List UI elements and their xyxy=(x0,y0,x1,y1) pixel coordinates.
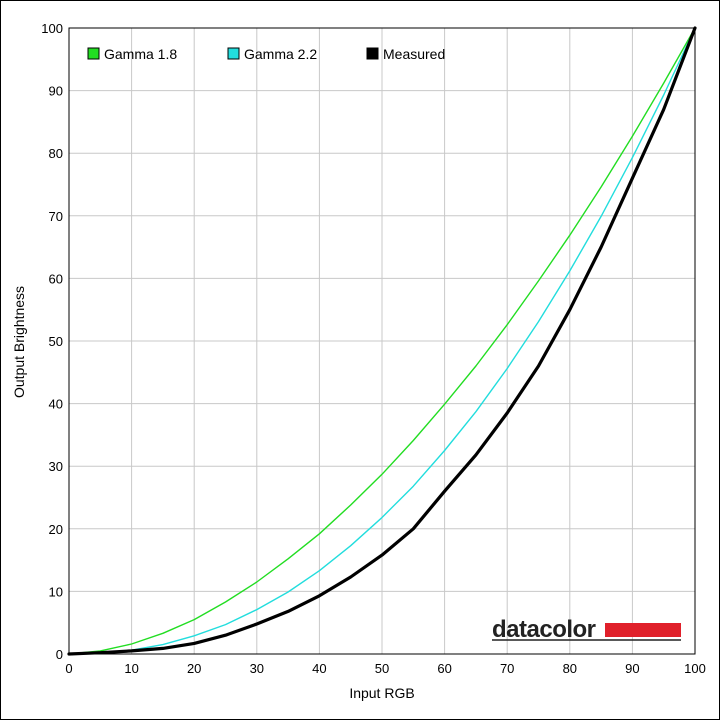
legend-swatch xyxy=(227,47,240,60)
datacolor-logo-bar xyxy=(605,623,681,637)
y-tick-labels: 0 10 20 30 40 50 60 70 80 90 100 xyxy=(41,21,63,662)
x-tick-label: 40 xyxy=(312,661,326,676)
x-tick-label: 20 xyxy=(187,661,201,676)
y-tick-label: 0 xyxy=(56,647,63,662)
y-tick-label: 90 xyxy=(49,84,63,99)
legend: Gamma 1.8 Gamma 2.2 Measured xyxy=(87,46,445,62)
x-tick-label: 100 xyxy=(684,661,706,676)
x-tick-label: 30 xyxy=(250,661,264,676)
y-tick-label: 70 xyxy=(49,209,63,224)
y-tick-label: 80 xyxy=(49,146,63,161)
x-tick-labels: 0 10 20 30 40 50 60 70 80 90 100 xyxy=(65,661,705,676)
x-tick-label: 90 xyxy=(625,661,639,676)
x-tick-label: 80 xyxy=(563,661,577,676)
legend-measured: Measured xyxy=(366,46,445,62)
x-axis-title: Input RGB xyxy=(349,685,414,701)
y-axis-title: Output Brightness xyxy=(11,286,27,398)
legend-label: Gamma 1.8 xyxy=(104,46,177,62)
x-tick-label: 60 xyxy=(437,661,451,676)
plot-border xyxy=(68,27,696,655)
measured-line xyxy=(67,26,697,656)
datacolor-logo: datacolor xyxy=(492,616,681,643)
y-tick-label: 10 xyxy=(49,584,63,599)
legend-label: Gamma 2.2 xyxy=(244,46,317,62)
y-tick-label: 20 xyxy=(49,522,63,537)
legend-gamma-1-8: Gamma 1.8 xyxy=(87,46,177,62)
y-tick-label: 60 xyxy=(49,271,63,286)
x-tick-label: 10 xyxy=(124,661,138,676)
grid xyxy=(68,27,696,655)
legend-gamma-2-2: Gamma 2.2 xyxy=(227,46,317,62)
x-tick-label: 70 xyxy=(500,661,514,676)
y-tick-label: 30 xyxy=(49,459,63,474)
y-tick-label: 40 xyxy=(49,397,63,412)
x-tick-label: 0 xyxy=(65,661,72,676)
x-tick-label: 50 xyxy=(375,661,389,676)
gamma-1-8-line xyxy=(68,27,696,655)
legend-label: Measured xyxy=(383,46,445,62)
datacolor-logo-text: datacolor xyxy=(492,616,596,643)
y-tick-label: 50 xyxy=(49,334,63,349)
gamma-2-2-line xyxy=(68,27,696,655)
y-tick-label: 100 xyxy=(41,21,63,36)
legend-swatch xyxy=(366,47,379,60)
series-lines xyxy=(67,26,697,656)
legend-swatch xyxy=(87,47,100,60)
